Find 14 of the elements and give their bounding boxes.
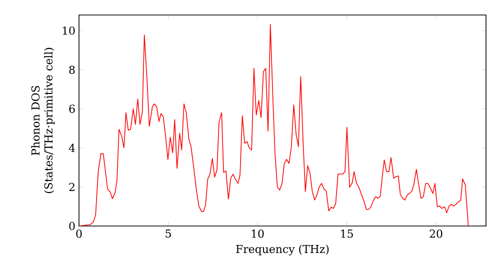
y-tick-label: 2 <box>69 182 74 191</box>
x-tick-label: 10 <box>252 230 264 238</box>
y-tick-label: 0 <box>69 222 75 230</box>
x-tick-label: 0 <box>76 230 82 238</box>
line-series <box>79 24 469 226</box>
y-tick-label: 8 <box>69 66 75 74</box>
y-tick-label: 4 <box>68 144 75 152</box>
x-axis-title: Frequency (THz) <box>236 244 329 256</box>
x-tick-label: 5 <box>166 230 171 238</box>
y-tick-label: 10 <box>62 26 75 35</box>
x-tick-label: 15 <box>341 230 353 238</box>
y-tick-label: 6 <box>69 104 75 113</box>
y-axis-title: Phonon DOS (States/THz·primitive cell) <box>31 48 55 194</box>
x-tick-label: 20 <box>430 230 442 238</box>
